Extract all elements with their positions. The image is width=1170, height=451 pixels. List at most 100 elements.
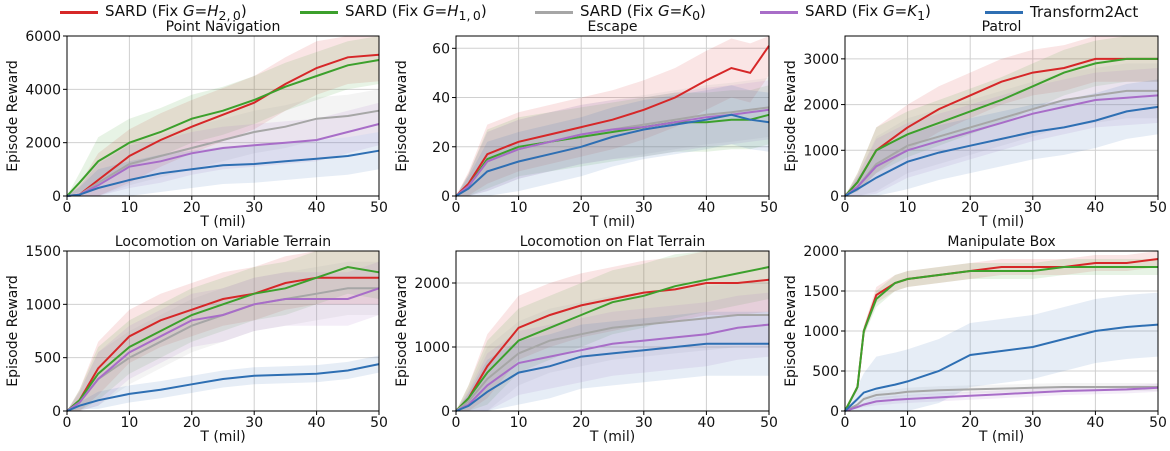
x-axis-label: T (mil)	[978, 429, 1024, 445]
chart-title: Patrol	[982, 19, 1022, 35]
series-line	[455, 342, 769, 412]
x-tick-label: 0	[841, 200, 850, 216]
x-tick-label: 50	[760, 200, 778, 216]
axes-frame	[66, 35, 380, 197]
chart-title: Escape	[588, 19, 638, 35]
x-tick-label: 10	[510, 415, 528, 431]
x-tick-label: 10	[120, 200, 138, 216]
series-band	[456, 36, 769, 196]
chart-title: Locomotion on Flat Terrain	[520, 234, 706, 250]
series-line	[455, 323, 770, 412]
legend-item: SARD (Fix G=H1, 0)	[300, 2, 487, 23]
series-band	[67, 89, 379, 196]
series-band	[456, 292, 769, 411]
series-line	[844, 266, 1158, 412]
x-tick-label: 20	[572, 200, 590, 216]
x-tick-label: 30	[635, 200, 653, 216]
series-band	[845, 68, 1158, 196]
legend-item: SARD (Fix G=K1)	[760, 1, 931, 23]
x-tick-label: 0	[63, 200, 72, 216]
series-line	[66, 53, 380, 197]
axes-frame	[66, 250, 380, 412]
series-band	[67, 102, 379, 196]
series-line	[844, 94, 1159, 197]
series-line	[844, 105, 1159, 197]
series-band	[845, 259, 1158, 411]
legend-label: SARD (Fix G=K1)	[805, 1, 931, 23]
axes-frame	[455, 35, 770, 197]
y-tick-label: 20	[432, 140, 450, 156]
x-tick-label: 20	[183, 200, 201, 216]
series-line	[844, 57, 1158, 197]
legend-swatch	[760, 10, 798, 14]
series-band	[845, 79, 1158, 196]
x-tick-label: 0	[452, 415, 461, 431]
x-tick-label: 20	[572, 415, 590, 431]
x-tick-label: 0	[841, 415, 850, 431]
series-line	[455, 314, 769, 412]
series-line	[844, 386, 1158, 412]
legend-label: Transform2Act	[1030, 3, 1139, 21]
x-tick-label: 20	[961, 415, 979, 431]
series-band	[845, 36, 1158, 196]
y-tick-label: 40	[432, 91, 450, 107]
y-tick-label: 4000	[25, 82, 61, 98]
x-tick-label: 40	[308, 200, 326, 216]
y-tick-label: 1000	[25, 297, 61, 313]
x-tick-label: 10	[120, 415, 138, 431]
x-tick-label: 40	[697, 200, 715, 216]
x-tick-label: 10	[510, 200, 528, 216]
legend-label: SARD (Fix G=H2, 0)	[105, 1, 247, 23]
x-tick-label: 50	[1149, 415, 1167, 431]
series-band	[456, 80, 769, 196]
series-line	[455, 113, 770, 197]
x-tick-label: 20	[961, 200, 979, 216]
x-tick-label: 30	[635, 415, 653, 431]
x-tick-label: 50	[760, 415, 778, 431]
y-tick-label: 1000	[803, 324, 839, 340]
x-axis-label: T (mil)	[589, 214, 635, 230]
x-tick-label: 40	[308, 415, 326, 431]
y-axis-label: Episode Reward	[783, 60, 799, 172]
legend-swatch	[985, 10, 1023, 14]
series-band	[456, 251, 769, 411]
x-tick-label: 50	[370, 200, 388, 216]
series-line	[66, 276, 379, 412]
series-line	[455, 278, 770, 412]
chart-panel: 0 10 20 30 40 50 0 1000 2000 3000 Patrol T (mil) Epi…	[783, 19, 1167, 230]
series-line	[455, 45, 770, 197]
series-line	[66, 265, 380, 412]
y-axis-label: Episode Reward	[783, 275, 799, 387]
series-line	[844, 386, 1159, 412]
series-line	[844, 89, 1158, 197]
y-tick-label: 1500	[25, 244, 61, 260]
series-line	[455, 266, 770, 412]
series-band	[67, 251, 379, 411]
legend-item: SARD (Fix G=K0)	[535, 2, 706, 23]
series-line	[66, 287, 380, 412]
y-tick-label: 2000	[25, 136, 61, 152]
chart-panel: 0 10 20 30 40 50 0 20 40 60 Escape T (mil) Episode R…	[394, 19, 778, 230]
axes-frame	[455, 250, 770, 412]
legend-item: Transform2Act	[985, 2, 1138, 22]
x-axis-label: T (mil)	[199, 429, 245, 445]
y-tick-label: 3000	[803, 52, 839, 68]
y-tick-label: 0	[52, 189, 61, 205]
x-tick-label: 40	[1086, 200, 1104, 216]
legend-item: SARD (Fix G=H2, 0)	[60, 1, 247, 23]
x-tick-label: 30	[245, 200, 263, 216]
legend-swatch	[535, 10, 573, 14]
chart-title: Manipulate Box	[947, 234, 1055, 250]
x-tick-label: 30	[1024, 415, 1042, 431]
x-tick-label: 30	[1024, 200, 1042, 216]
x-tick-label: 30	[245, 415, 263, 431]
series-line	[66, 123, 380, 197]
legend: SARD (Fix G=H2, 0) SARD (Fix G=H1, 0) SARD…	[0, 0, 1170, 24]
y-tick-label: 0	[830, 189, 839, 205]
y-tick-label: 60	[432, 41, 450, 57]
x-axis-label: T (mil)	[978, 214, 1024, 230]
